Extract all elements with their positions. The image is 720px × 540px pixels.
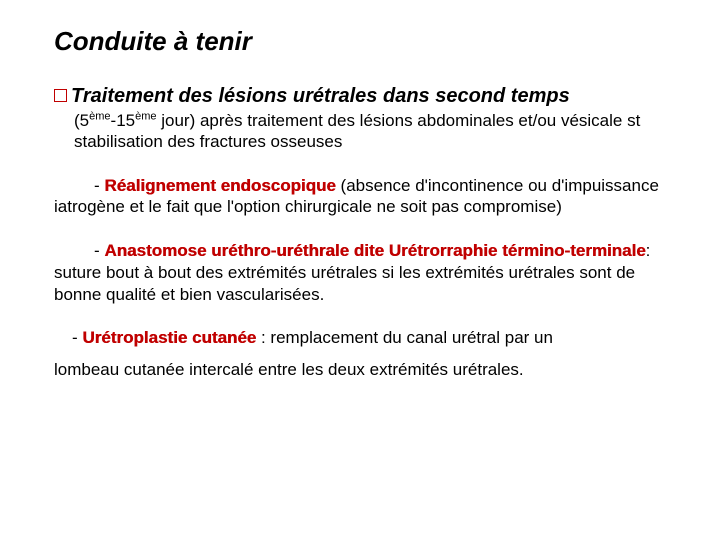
note-text-a: (5 bbox=[74, 111, 89, 130]
p2-dash: - bbox=[94, 241, 104, 260]
p1-emphasis: Réalignement endoscopique bbox=[104, 176, 335, 195]
p2-emphasis: Anastomose uréthro-uréthrale dite Urétro… bbox=[104, 241, 645, 260]
p3-emphasis: Urétroplastie cutanée bbox=[82, 328, 256, 347]
paragraph-3: - Urétroplastie cutanée : remplacement d… bbox=[54, 327, 680, 381]
note-text-b: -15 bbox=[111, 111, 136, 130]
paragraph-2: - Anastomose uréthro-uréthrale dite Urét… bbox=[54, 240, 680, 305]
p3-rest: : remplacement du canal urétral par un bbox=[256, 328, 553, 347]
note-sup-2: ème bbox=[135, 110, 156, 122]
subtitle-row: Traitement des lésions urétrales dans se… bbox=[54, 85, 680, 108]
line-gap bbox=[54, 349, 680, 359]
square-bullet-icon bbox=[54, 89, 67, 102]
paragraph-1: - Réalignement endoscopique (absence d'i… bbox=[54, 175, 680, 219]
p3-dash: - bbox=[72, 328, 82, 347]
p1-dash: - bbox=[94, 176, 104, 195]
note-sup-1: ème bbox=[89, 110, 110, 122]
page-title: Conduite à tenir bbox=[54, 26, 680, 57]
p3-line2: lombeau cutanée intercalé entre les deux… bbox=[54, 360, 524, 379]
section-subtitle: Traitement des lésions urétrales dans se… bbox=[71, 85, 570, 108]
subtitle-note: (5ème-15ème jour) après traitement des l… bbox=[74, 110, 680, 153]
note-text-c: jour) après traitement des lésions abdom… bbox=[74, 111, 640, 151]
